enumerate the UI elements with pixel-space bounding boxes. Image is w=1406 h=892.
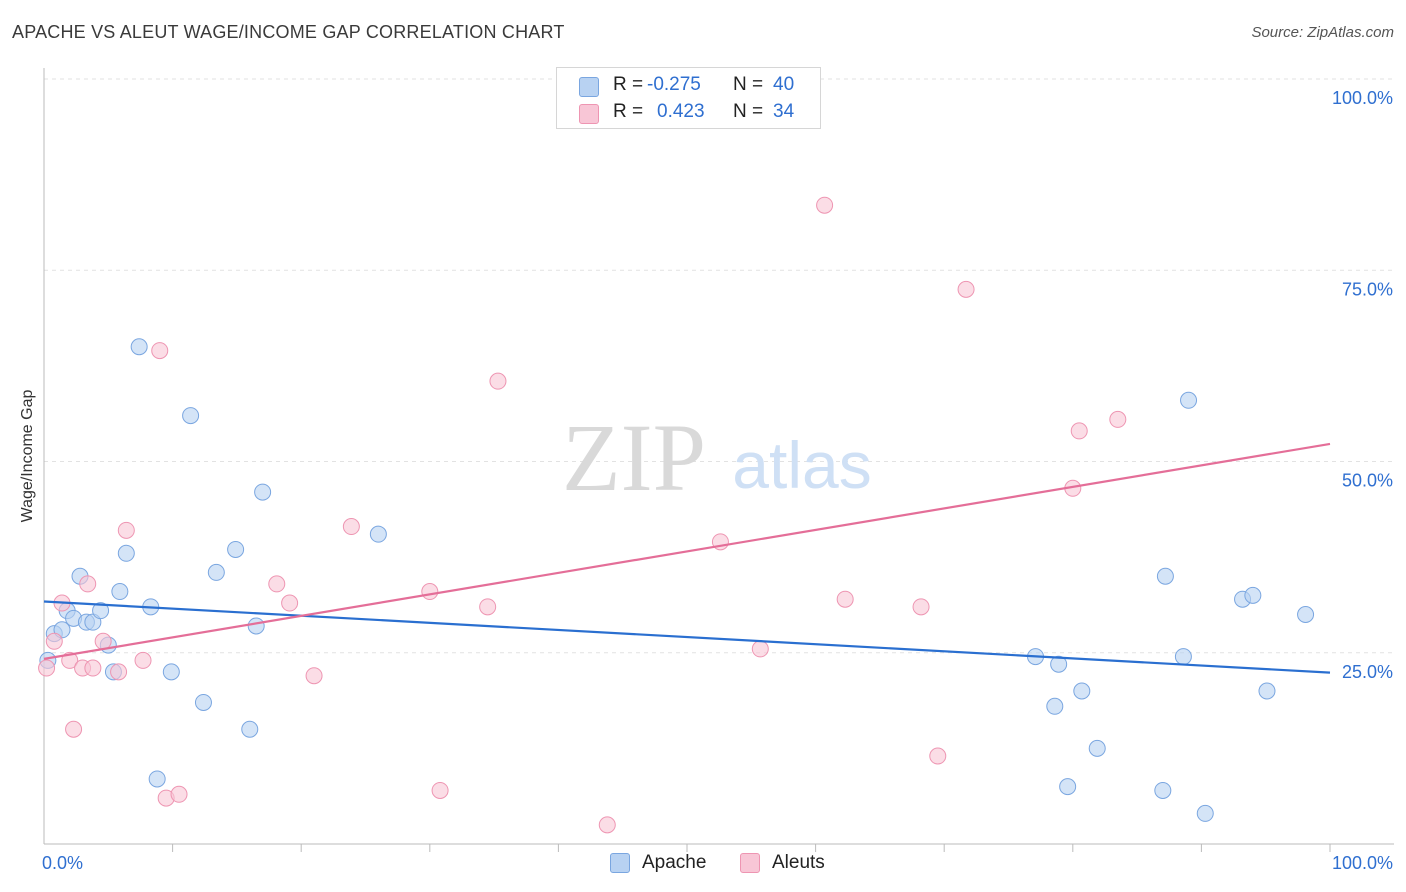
- apache-point: [92, 602, 110, 620]
- source-credit: Source: ZipAtlas.com: [1251, 24, 1394, 41]
- aleut-point: [38, 659, 56, 677]
- aleut-point: [929, 747, 947, 765]
- aleut-point: [110, 663, 128, 681]
- apache-point: [162, 663, 180, 681]
- aleut-point: [151, 342, 169, 360]
- watermark-atlas: atlas: [732, 428, 871, 502]
- apache-point: [1073, 682, 1091, 700]
- legend-label-aleut: Aleuts: [772, 852, 825, 873]
- aleut-point: [489, 372, 507, 390]
- axes: [43, 68, 1394, 852]
- aleut-point: [598, 816, 616, 834]
- aleut-point: [79, 575, 97, 593]
- aleut-point: [751, 640, 769, 658]
- apache-trend-line: [43, 600, 1331, 674]
- data-points: [38, 196, 1315, 834]
- aleut-point: [957, 280, 975, 298]
- apache-point: [1180, 391, 1198, 409]
- apache-point: [1156, 567, 1174, 585]
- y-tick-label: 100.0%: [1332, 88, 1393, 108]
- apache-point: [369, 525, 387, 543]
- grid-lines: [44, 78, 1394, 654]
- apache-swatch: [610, 853, 630, 873]
- apache-point: [117, 544, 135, 562]
- apache-point: [130, 338, 148, 356]
- trend-lines: [43, 442, 1331, 674]
- apache-point: [194, 693, 212, 711]
- aleut-point: [65, 720, 83, 738]
- aleut-trend-line: [43, 442, 1331, 660]
- x-tick-label: 0.0%: [42, 853, 83, 873]
- aleut-point: [1109, 410, 1127, 428]
- apache-point: [227, 540, 245, 558]
- apache-point: [207, 563, 225, 581]
- x-tick-label: 100.0%: [1332, 853, 1393, 873]
- y-tick-label: 25.0%: [1342, 662, 1393, 682]
- watermark-zip: ZIP: [562, 404, 706, 511]
- apache-point: [1046, 697, 1064, 715]
- aleut-point: [61, 651, 79, 669]
- aleut-point: [170, 785, 188, 803]
- aleut-point: [1070, 422, 1088, 440]
- apache-point: [1088, 739, 1106, 757]
- aleut-point: [421, 583, 439, 601]
- aleut-point: [268, 575, 286, 593]
- correlation-legend: R = -0.275 N = 40 R = 0.423 N = 34: [556, 67, 821, 129]
- aleut-swatch: [579, 104, 599, 124]
- apache-point: [254, 483, 272, 501]
- legend-label-apache: Apache: [642, 852, 707, 873]
- apache-point: [1297, 606, 1315, 623]
- r-label: R =: [613, 101, 644, 122]
- apache-point: [111, 583, 129, 601]
- tick-labels: 25.0% 50.0% 75.0% 100.0% 0.0% 100.0%: [42, 88, 1393, 873]
- r-label: R =: [613, 74, 644, 95]
- y-tick-label: 50.0%: [1342, 471, 1393, 491]
- aleut-swatch: [740, 853, 760, 873]
- aleut-point: [836, 590, 854, 608]
- aleut-point: [117, 521, 135, 539]
- n-label: N =: [733, 101, 764, 122]
- apache-point: [1196, 804, 1214, 822]
- aleut-point: [305, 667, 323, 685]
- aleut-point: [45, 632, 63, 650]
- aleut-n-value: 34: [773, 101, 795, 122]
- aleut-r-value: 0.423: [657, 101, 705, 122]
- apache-swatch: [579, 77, 599, 97]
- apache-point: [241, 720, 259, 738]
- apache-point: [1174, 648, 1192, 666]
- watermark: ZIP atlas: [562, 404, 872, 511]
- y-tick-label: 75.0%: [1342, 279, 1393, 299]
- apache-r-value: -0.275: [647, 74, 701, 95]
- aleut-point: [479, 598, 497, 616]
- apache-point: [247, 617, 265, 635]
- chart-title: APACHE VS ALEUT WAGE/INCOME GAP CORRELAT…: [12, 22, 565, 42]
- apache-point: [182, 407, 200, 425]
- apache-point: [148, 770, 166, 788]
- aleut-point: [281, 594, 299, 612]
- apache-point: [1244, 586, 1262, 604]
- aleut-point: [431, 781, 449, 799]
- aleut-point: [912, 598, 930, 616]
- aleut-point: [94, 632, 112, 650]
- apache-point: [1050, 655, 1068, 673]
- aleut-point: [816, 196, 834, 214]
- apache-n-value: 40: [773, 74, 795, 95]
- n-label: N =: [733, 74, 764, 95]
- aleut-point: [134, 651, 152, 669]
- aleut-point: [84, 659, 102, 677]
- apache-point: [1258, 682, 1276, 700]
- apache-point: [1154, 781, 1172, 799]
- aleut-point: [342, 518, 360, 536]
- apache-point: [1059, 778, 1077, 796]
